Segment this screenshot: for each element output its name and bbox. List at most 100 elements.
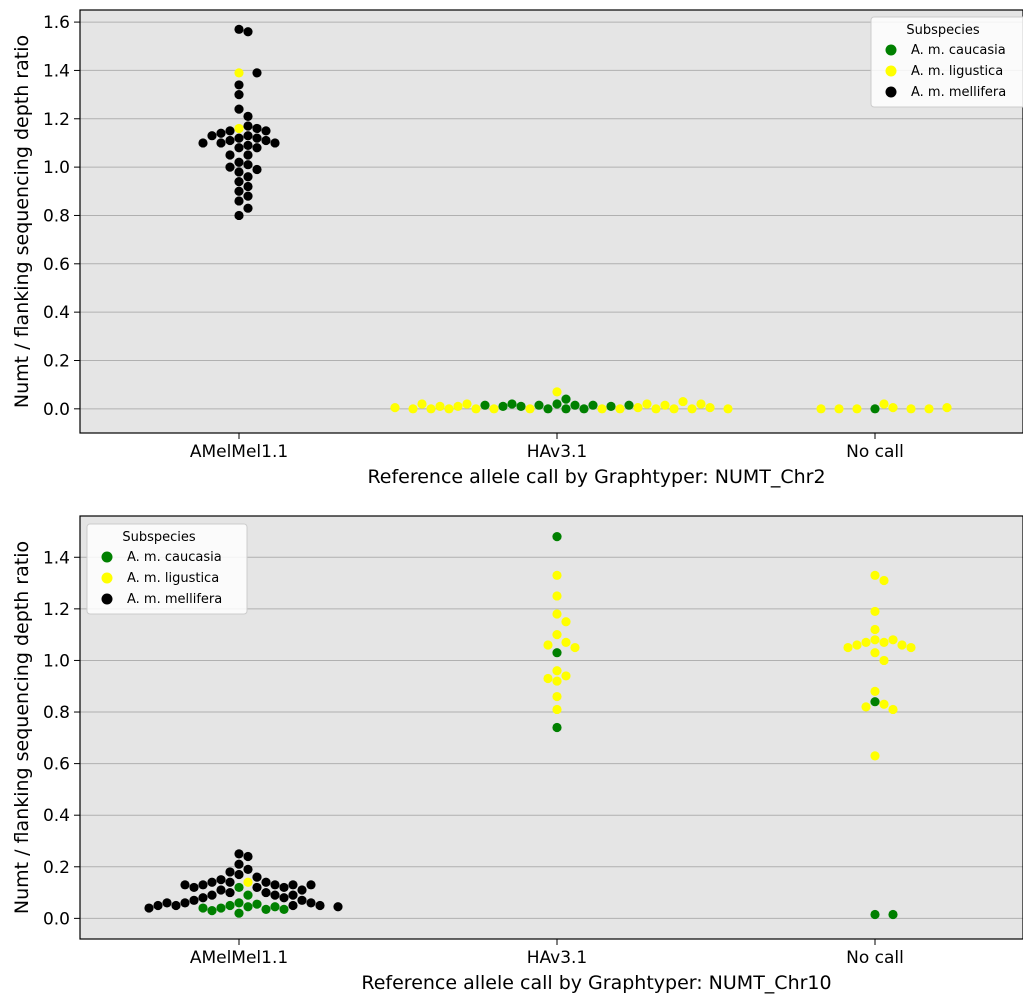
legend-label-a-m-caucasia: A. m. caucasia [911, 43, 1006, 58]
x-tick-label-hav3-1: HAv3.1 [527, 948, 588, 968]
point-a-m-ligustica [888, 704, 898, 715]
point-a-m-mellifera [270, 890, 280, 900]
point-a-m-ligustica [417, 399, 427, 409]
point-a-m-ligustica [489, 404, 499, 414]
point-a-m-ligustica [660, 400, 670, 410]
point-a-m-caucasia [270, 902, 280, 912]
point-a-m-ligustica [870, 648, 880, 658]
point-a-m-caucasia [252, 899, 262, 909]
point-a-m-caucasia [534, 400, 544, 410]
point-a-m-mellifera [243, 150, 253, 160]
point-a-m-ligustica [552, 676, 562, 686]
point-a-m-mellifera [270, 138, 280, 148]
point-a-m-ligustica [444, 404, 454, 414]
point-a-m-ligustica [552, 570, 562, 580]
point-a-m-ligustica [906, 642, 916, 653]
point-a-m-ligustica [234, 123, 244, 134]
point-a-m-mellifera [198, 893, 208, 903]
point-a-m-ligustica [870, 624, 880, 635]
point-a-m-ligustica [462, 399, 472, 409]
point-a-m-ligustica [888, 403, 898, 413]
y-axis-title: Numt / flanking sequencing depth ratio [11, 35, 33, 408]
point-a-m-mellifera [243, 131, 253, 141]
point-a-m-mellifera [216, 128, 226, 138]
point-a-m-mellifera [261, 135, 271, 146]
point-a-m-caucasia [888, 909, 898, 920]
point-a-m-ligustica [906, 404, 916, 414]
point-a-m-mellifera [306, 898, 316, 908]
point-a-m-caucasia [234, 898, 244, 908]
point-a-m-mellifera [225, 126, 235, 136]
plot-frame [79, 515, 1023, 940]
legend-label-a-m-ligustica: A. m. ligustica [911, 64, 1003, 79]
point-a-m-caucasia [561, 404, 571, 414]
point-a-m-caucasia [552, 532, 562, 542]
y-tick-label: 1.0 [43, 158, 70, 178]
point-a-m-mellifera [252, 872, 262, 882]
point-a-m-ligustica [879, 637, 889, 647]
point-a-m-caucasia [552, 399, 562, 409]
legend-title: Subspecies [122, 530, 196, 545]
legend-marker-a-m-mellifera [101, 593, 113, 605]
point-a-m-mellifera [297, 895, 307, 905]
point-a-m-caucasia [870, 909, 880, 920]
point-a-m-mellifera [288, 890, 298, 900]
point-a-m-mellifera [216, 138, 226, 148]
point-a-m-caucasia [225, 900, 235, 911]
point-a-m-caucasia [588, 400, 598, 410]
point-a-m-mellifera [198, 138, 208, 148]
y-tick-label: 0.8 [43, 206, 70, 226]
point-a-m-mellifera [216, 885, 226, 895]
point-a-m-ligustica [870, 570, 880, 580]
point-a-m-ligustica [687, 404, 697, 414]
point-a-m-mellifera [180, 898, 190, 908]
y-tick-label: 0.8 [43, 703, 70, 723]
point-a-m-mellifera [198, 880, 208, 890]
point-a-m-ligustica [816, 404, 826, 414]
point-a-m-mellifera [252, 882, 262, 893]
y-tick-label: 0.6 [43, 255, 70, 275]
legend-label-a-m-mellifera: A. m. mellifera [911, 85, 1006, 100]
point-a-m-caucasia [579, 404, 589, 414]
y-tick-label: 1.2 [43, 600, 70, 620]
point-a-m-mellifera [189, 895, 199, 905]
point-a-m-ligustica [705, 403, 715, 413]
point-a-m-mellifera [252, 123, 262, 134]
y-tick-label: 0.4 [43, 806, 70, 826]
y-tick-label: 1.6 [43, 13, 70, 33]
point-a-m-mellifera [234, 90, 244, 100]
point-a-m-ligustica [561, 617, 571, 627]
legend-marker-a-m-caucasia [885, 44, 897, 56]
point-a-m-mellifera [225, 867, 235, 877]
point-a-m-ligustica [633, 403, 643, 413]
point-a-m-mellifera [207, 877, 217, 887]
point-a-m-ligustica [696, 399, 706, 409]
point-a-m-ligustica [471, 404, 481, 414]
x-tick-label-hav3-1: HAv3.1 [527, 442, 588, 462]
point-a-m-ligustica [552, 591, 562, 601]
point-a-m-mellifera [225, 135, 235, 146]
x-axis-title: Reference allele call by Graphtyper: NUM… [367, 466, 825, 488]
y-tick-label: 0.4 [43, 303, 70, 323]
point-a-m-ligustica [897, 640, 907, 650]
point-a-m-ligustica [852, 640, 862, 650]
point-a-m-ligustica [888, 635, 898, 645]
point-a-m-mellifera [288, 900, 298, 911]
point-a-m-ligustica [651, 404, 661, 414]
x-tick-label-no-call: No call [846, 948, 904, 968]
y-tick-label: 1.0 [43, 651, 70, 671]
point-a-m-caucasia [870, 404, 880, 414]
point-a-m-caucasia [507, 399, 517, 409]
point-a-m-caucasia [516, 401, 526, 412]
point-a-m-mellifera [243, 851, 253, 862]
point-a-m-ligustica [870, 635, 880, 645]
point-a-m-ligustica [390, 403, 400, 413]
point-a-m-ligustica [924, 404, 934, 414]
point-a-m-caucasia [243, 890, 253, 900]
point-a-m-caucasia [234, 908, 244, 918]
point-a-m-ligustica [543, 640, 553, 650]
point-a-m-caucasia [870, 697, 880, 707]
legend-marker-a-m-mellifera [885, 86, 897, 98]
point-a-m-ligustica [870, 686, 880, 696]
point-a-m-caucasia [624, 400, 634, 410]
